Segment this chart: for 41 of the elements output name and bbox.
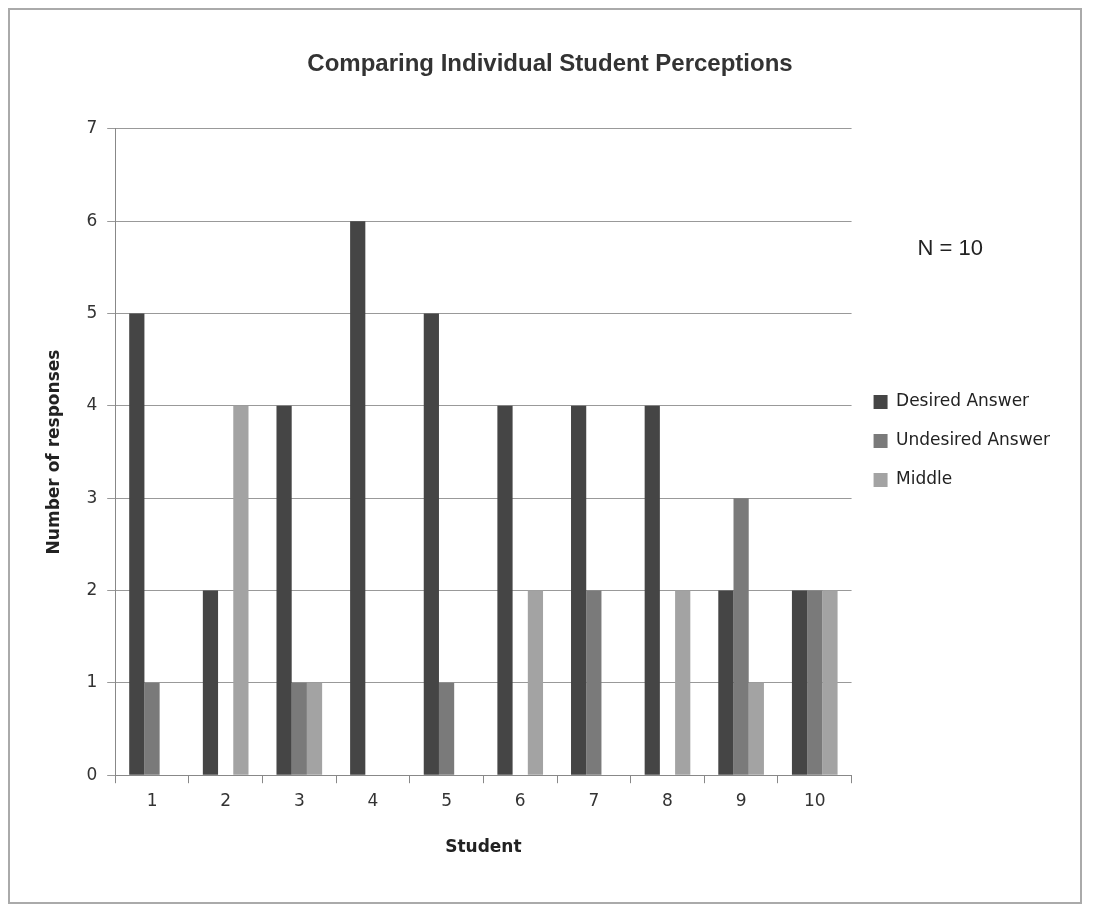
bar: [276, 405, 292, 775]
x-tick-label: 3: [293, 789, 305, 810]
y-tick-label: 3: [86, 486, 98, 507]
text: N = 10: [917, 234, 984, 260]
y-tick-label: 0: [86, 763, 98, 784]
x-tick-label: 1: [146, 789, 158, 810]
x-tick-label: 5: [441, 789, 452, 810]
bar: [129, 313, 145, 775]
bar: [644, 405, 660, 775]
y-tick-label: 1: [86, 671, 98, 692]
bar: [718, 590, 734, 775]
bar: [807, 590, 823, 775]
x-tick-label: 6: [514, 789, 526, 810]
x-tick-label: 2: [220, 789, 232, 810]
y-tick-label: 5: [86, 301, 98, 322]
y-tick-label: 2: [86, 578, 98, 599]
bar: [586, 590, 602, 775]
bar: [144, 682, 160, 775]
bar: [350, 221, 366, 775]
y-axis-title: Number of responses: [42, 349, 63, 555]
legend-label: Middle: [896, 468, 953, 489]
bar: [733, 498, 749, 775]
x-tick-label: 4: [367, 789, 379, 810]
chart-title: Comparing Individual Student Perceptions: [307, 49, 793, 77]
x-tick-label: 10: [803, 789, 826, 810]
y-tick-label: 6: [86, 209, 98, 230]
x-tick-label: 7: [588, 789, 600, 810]
bar: [791, 590, 808, 775]
bar: [438, 682, 455, 775]
x-axis-title: Student: [445, 836, 522, 857]
legend-label: Undesired Answer: [896, 429, 1051, 450]
legend-label: Desired Answer: [896, 390, 1030, 411]
bar: [291, 682, 307, 775]
x-tick-label: 9: [735, 789, 747, 810]
y-tick-label: 7: [86, 117, 98, 138]
bar: [571, 405, 587, 775]
bar: [202, 590, 219, 775]
bar: [497, 405, 513, 775]
bar: [423, 313, 439, 775]
x-tick-label: 8: [662, 789, 673, 810]
y-tick-label: 4: [86, 394, 98, 415]
